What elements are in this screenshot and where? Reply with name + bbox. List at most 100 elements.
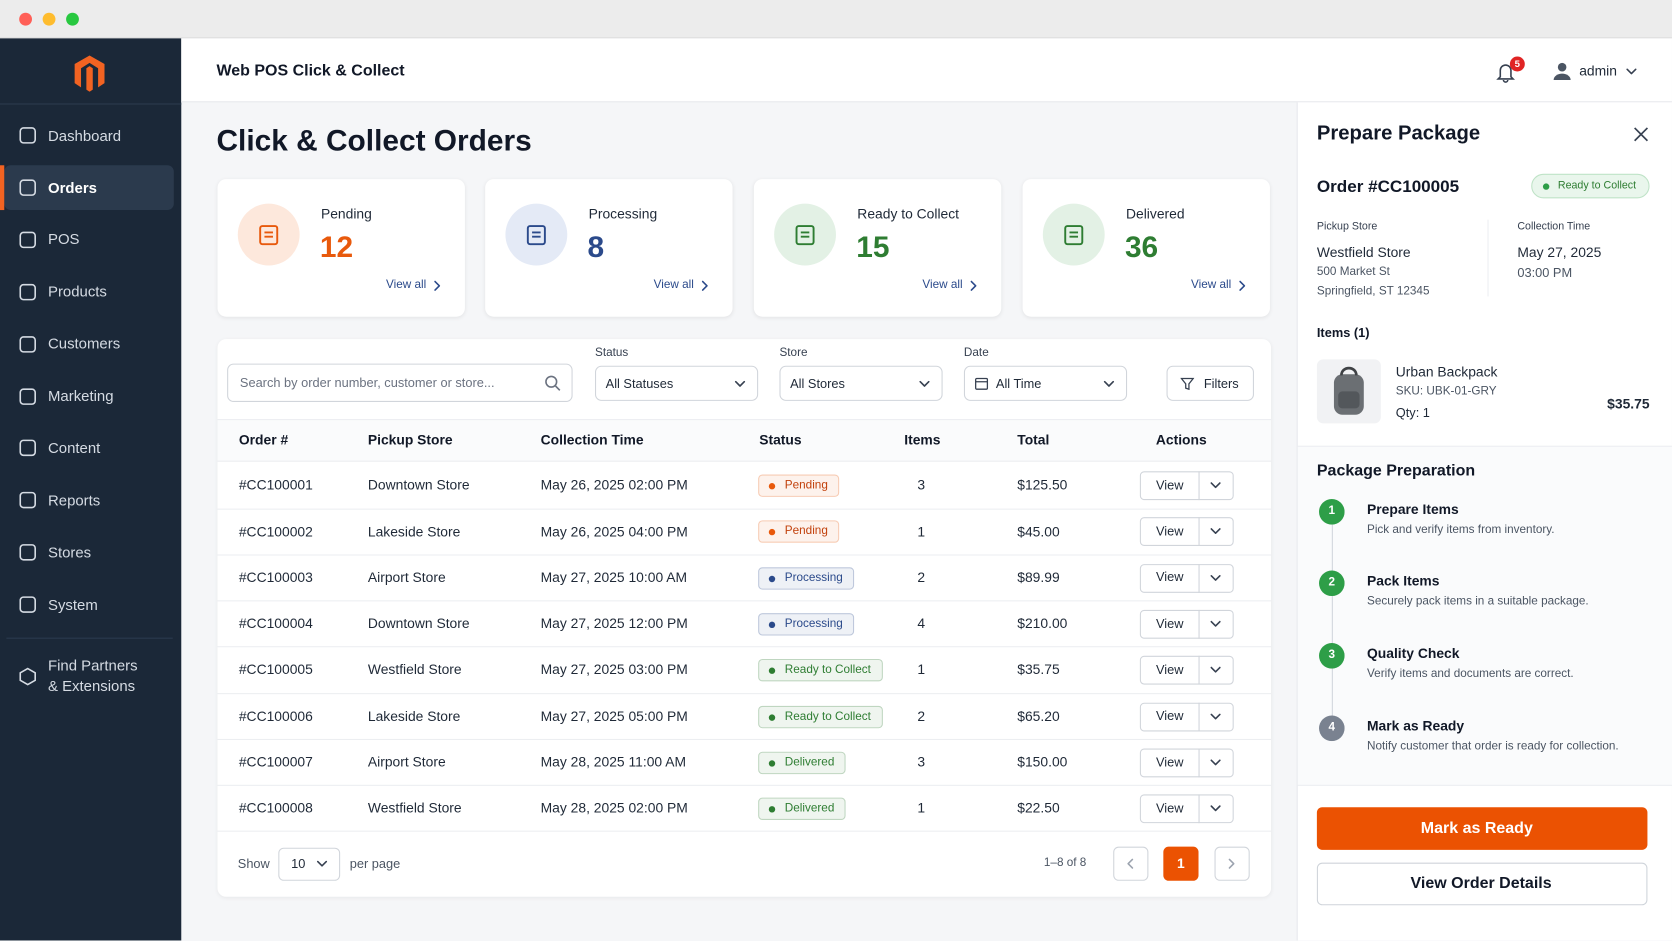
logo xyxy=(74,55,105,92)
row-divider xyxy=(217,692,1272,694)
per-page-select[interactable] xyxy=(278,847,341,881)
chevron-icon xyxy=(1210,482,1221,489)
cell-total: $22.50 xyxy=(1017,800,1060,817)
cell-total: $89.99 xyxy=(1017,569,1060,586)
item-image xyxy=(1333,366,1364,415)
filter-select[interactable] xyxy=(779,365,943,401)
cell-time: May 26, 2025 02:00 PM xyxy=(540,476,688,493)
cell-order: #CC100006 xyxy=(238,707,313,724)
nav-item[interactable]: Stores xyxy=(47,543,92,561)
chevron-icon xyxy=(1210,759,1221,766)
step-desc: Securely pack items in a suitable packag… xyxy=(1366,595,1589,609)
header xyxy=(181,38,1672,103)
nav-item[interactable]: Products xyxy=(47,282,107,300)
stat-value: 12 xyxy=(319,230,354,264)
nav-icon xyxy=(19,544,36,561)
secondary-button[interactable] xyxy=(1316,862,1648,906)
stat-link[interactable]: View all xyxy=(653,278,694,292)
nav-item[interactable]: Marketing xyxy=(47,387,114,405)
secondary-button-label: View Order Details xyxy=(1410,874,1552,893)
store-name: Westfield Store xyxy=(1316,244,1411,261)
filters-button-label: Filters xyxy=(1203,376,1239,392)
stat-link[interactable]: View all xyxy=(1191,278,1232,292)
row-divider xyxy=(217,600,1272,602)
nav-item[interactable]: Dashboard xyxy=(47,126,122,144)
search-input[interactable] xyxy=(227,363,573,402)
page-title: Click & Collect Orders xyxy=(216,123,532,157)
status-badge xyxy=(1531,173,1650,199)
step-title: Quality Check xyxy=(1366,645,1460,662)
stat-icon xyxy=(1064,225,1084,246)
calendar-icon xyxy=(975,377,989,390)
status-text: Pending xyxy=(784,524,828,538)
cell-time: May 28, 2025 02:00 PM xyxy=(540,800,688,817)
stat-link[interactable]: View all xyxy=(386,278,427,292)
filter-value: All Time xyxy=(995,376,1042,392)
nav-icon xyxy=(19,231,36,248)
status-badge-text: Ready to Collect xyxy=(1557,180,1637,192)
status-dot xyxy=(768,575,776,582)
nav-icon xyxy=(19,492,36,509)
close-icon xyxy=(1634,127,1649,142)
nav-item[interactable]: System xyxy=(47,595,98,613)
nav-item[interactable]: Content xyxy=(47,439,101,457)
next-page[interactable] xyxy=(1214,846,1250,881)
notification-badge[interactable] xyxy=(1509,56,1525,72)
row-divider xyxy=(217,785,1272,787)
stat-icon-bg xyxy=(505,203,568,266)
action-label: View xyxy=(1155,477,1184,493)
chevron-icon xyxy=(1127,858,1134,869)
status-text: Pending xyxy=(784,478,828,492)
nav-item[interactable]: Find Partners xyxy=(47,656,138,674)
address-line: Springfield, ST 12345 xyxy=(1316,285,1430,298)
status-text: Delivered xyxy=(784,755,835,769)
chevron-icon xyxy=(1103,380,1115,387)
item-price: $35.75 xyxy=(1607,395,1650,412)
nav-item[interactable]: Orders xyxy=(47,178,97,196)
cell-time: May 27, 2025 10:00 AM xyxy=(540,569,688,586)
nav-icon xyxy=(19,439,36,457)
step-circle xyxy=(1319,715,1345,742)
search-placeholder: Search by order number, customer or stor… xyxy=(239,375,495,391)
table-header-bg xyxy=(217,419,1272,462)
nav-item[interactable]: Reports xyxy=(47,491,101,509)
nav-item[interactable]: & Extensions xyxy=(47,676,136,694)
step-title: Mark as Ready xyxy=(1366,717,1465,734)
cell-total: $35.75 xyxy=(1017,661,1060,678)
panel-title: Prepare Package xyxy=(1316,122,1481,145)
cell-store: Westfield Store xyxy=(367,661,462,678)
primary-button[interactable] xyxy=(1316,807,1648,850)
status-text: Ready to Collect xyxy=(784,709,871,723)
cell-time: May 27, 2025 12:00 PM xyxy=(540,615,688,632)
action-label: View xyxy=(1155,523,1184,539)
row-divider xyxy=(217,738,1272,741)
prev-page[interactable] xyxy=(1113,846,1149,881)
cell-total: $150.00 xyxy=(1017,753,1068,770)
window-controls xyxy=(19,12,79,26)
status-pill: Pending xyxy=(758,520,840,544)
action-label: View xyxy=(1155,754,1184,770)
current-page-bg[interactable] xyxy=(1163,846,1199,881)
action-split xyxy=(1198,563,1200,593)
cell-total: $65.20 xyxy=(1017,707,1060,724)
nav-item[interactable]: POS xyxy=(47,230,80,248)
status-dot xyxy=(768,713,776,721)
step-circle xyxy=(1319,570,1345,597)
filter-select[interactable] xyxy=(594,365,759,401)
cell-items: 3 xyxy=(917,753,926,770)
nav-item[interactable]: Customers xyxy=(47,335,121,353)
cell-items: 1 xyxy=(917,523,926,540)
item-qty: Qty: 1 xyxy=(1395,404,1430,420)
action-split xyxy=(1198,655,1200,685)
user-menu[interactable]: admin xyxy=(1579,63,1617,80)
status-text: Processing xyxy=(784,617,843,631)
nav-icon xyxy=(19,596,36,613)
stat-link[interactable]: View all xyxy=(922,278,963,292)
row-divider xyxy=(217,508,1272,510)
filter-select[interactable] xyxy=(963,365,1128,401)
chevron-icon xyxy=(1228,858,1235,869)
cell-order: #CC100004 xyxy=(238,615,313,632)
filters-button[interactable] xyxy=(1166,365,1254,401)
action-split xyxy=(1198,471,1200,501)
nav-icon xyxy=(19,127,36,144)
